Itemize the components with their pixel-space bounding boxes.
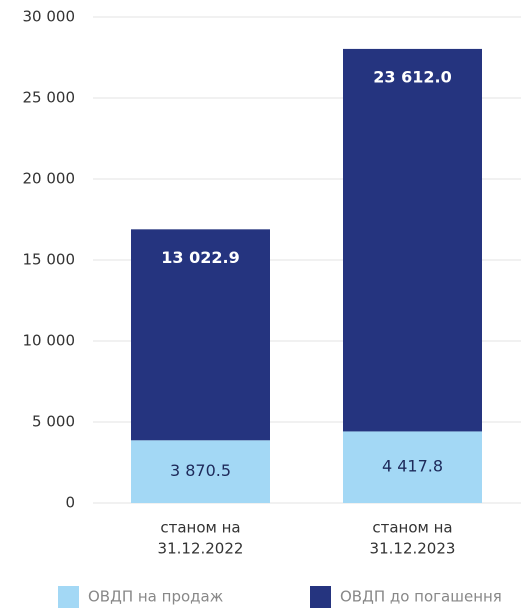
x-tick-label: 31.12.2022 xyxy=(158,540,244,558)
bar-segment xyxy=(131,229,270,441)
y-tick-label: 15 000 xyxy=(23,251,76,269)
x-tick-label: станом на xyxy=(372,519,452,537)
legend-swatch xyxy=(310,586,331,608)
bar-segment xyxy=(343,48,482,432)
x-tick-label: 31.12.2023 xyxy=(370,540,456,558)
data-label: 13 022.9 xyxy=(161,248,239,267)
y-tick-label: 10 000 xyxy=(23,332,76,350)
bar-segment xyxy=(131,440,270,503)
bar-segment xyxy=(343,431,482,503)
y-tick-label: 30 000 xyxy=(23,8,76,26)
data-label: 3 870.5 xyxy=(170,461,231,480)
data-label: 23 612.0 xyxy=(373,67,451,86)
y-tick-label: 5 000 xyxy=(32,413,75,431)
y-tick-label: 20 000 xyxy=(23,170,76,188)
x-tick-label: станом на xyxy=(160,519,240,537)
y-tick-label: 0 xyxy=(65,494,75,512)
data-label: 4 417.8 xyxy=(382,457,443,476)
legend-label: ОВДП на продаж xyxy=(88,588,223,606)
legend-label: ОВДП до погашення xyxy=(340,588,502,606)
legend-swatch xyxy=(58,586,79,608)
y-tick-label: 25 000 xyxy=(23,89,76,107)
